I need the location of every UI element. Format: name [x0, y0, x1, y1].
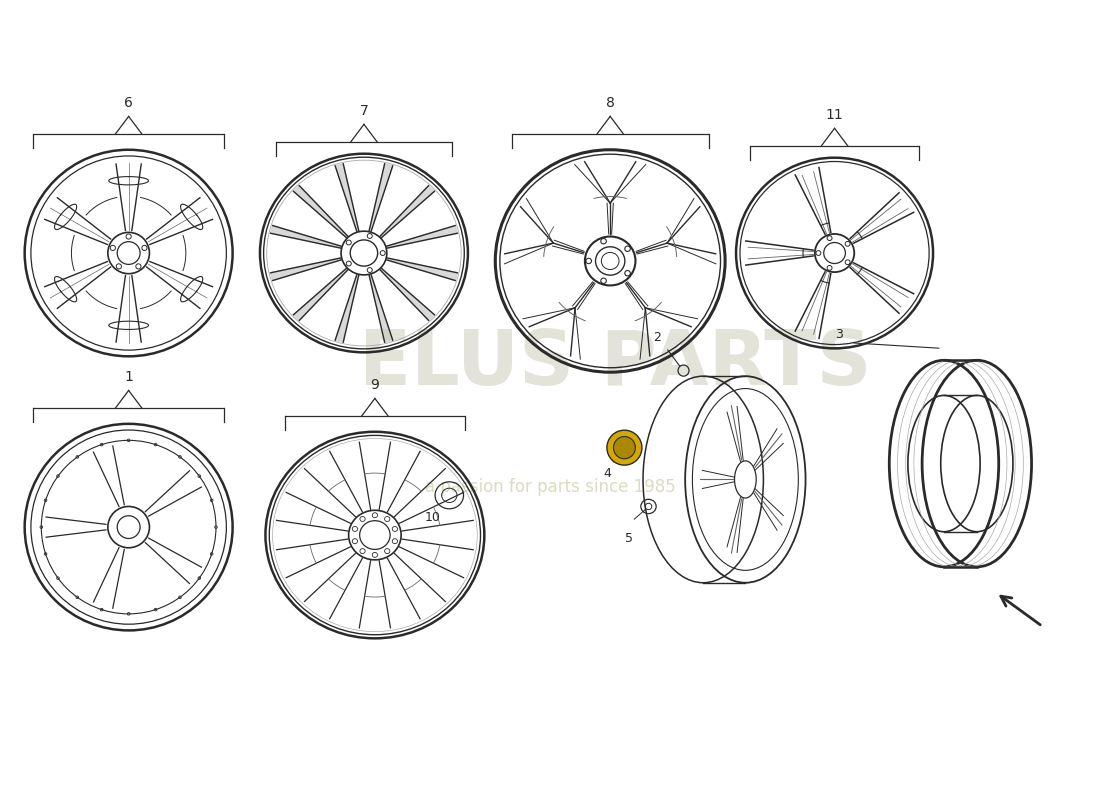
Text: 9: 9 [371, 378, 380, 392]
Polygon shape [294, 269, 348, 320]
Text: 1: 1 [124, 370, 133, 384]
Polygon shape [387, 258, 458, 281]
Text: 8: 8 [606, 96, 615, 110]
Polygon shape [381, 186, 434, 238]
Text: 7: 7 [360, 104, 368, 118]
Text: 4: 4 [603, 466, 611, 480]
Polygon shape [294, 186, 348, 238]
Polygon shape [271, 226, 341, 248]
Polygon shape [271, 258, 341, 281]
Polygon shape [336, 164, 359, 231]
Polygon shape [381, 269, 434, 320]
Polygon shape [387, 226, 458, 248]
Text: 10: 10 [425, 511, 441, 524]
Text: a passion for parts since 1985: a passion for parts since 1985 [425, 478, 675, 496]
Polygon shape [336, 275, 359, 342]
Text: 6: 6 [124, 96, 133, 110]
Ellipse shape [614, 437, 636, 458]
Polygon shape [370, 164, 393, 231]
Polygon shape [336, 275, 359, 342]
Polygon shape [381, 269, 434, 320]
Text: 2: 2 [653, 330, 661, 343]
Polygon shape [370, 164, 393, 231]
Polygon shape [271, 226, 341, 248]
Text: ELUS PARTS: ELUS PARTS [360, 327, 872, 402]
Text: 3: 3 [835, 328, 844, 342]
Text: 5: 5 [625, 532, 632, 545]
Polygon shape [381, 186, 434, 238]
Polygon shape [294, 186, 348, 238]
Polygon shape [387, 258, 458, 281]
Polygon shape [336, 164, 359, 231]
Polygon shape [271, 258, 341, 281]
Polygon shape [294, 269, 348, 320]
Ellipse shape [607, 430, 642, 465]
Polygon shape [370, 275, 393, 342]
Text: 11: 11 [826, 108, 844, 122]
Polygon shape [370, 275, 393, 342]
Polygon shape [387, 226, 458, 248]
